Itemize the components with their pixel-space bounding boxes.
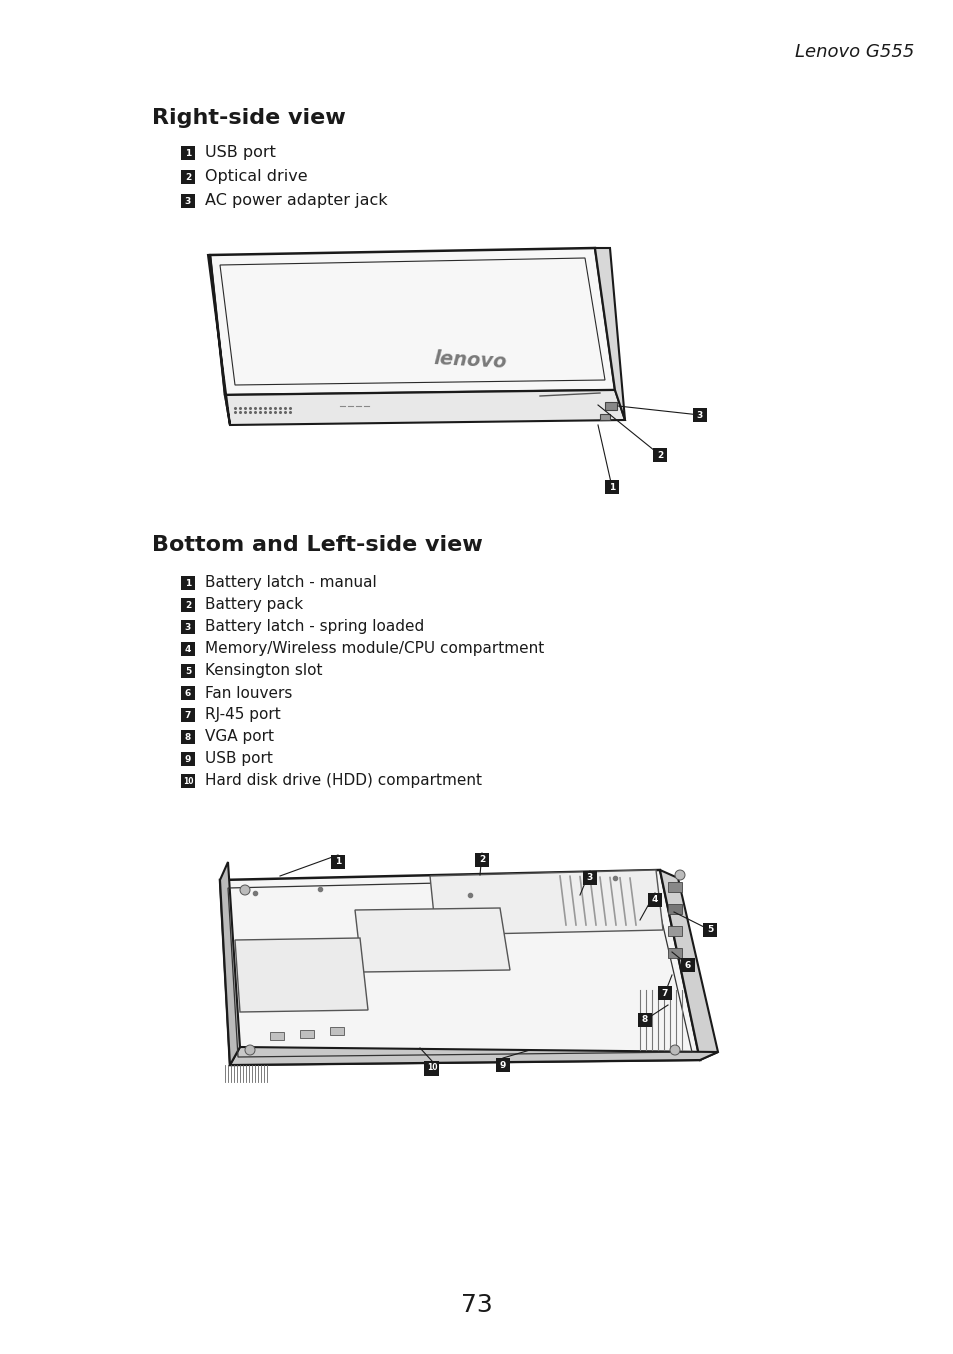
Text: 1: 1 [185, 149, 191, 157]
FancyBboxPatch shape [181, 730, 194, 743]
Text: 1: 1 [335, 857, 341, 867]
Text: 1: 1 [185, 578, 191, 588]
Polygon shape [220, 871, 700, 1066]
Polygon shape [230, 1047, 718, 1066]
Text: 4: 4 [185, 645, 191, 654]
Text: AC power adapter jack: AC power adapter jack [205, 194, 387, 209]
Text: 3: 3 [696, 410, 702, 420]
Text: 7: 7 [185, 711, 191, 719]
FancyBboxPatch shape [181, 598, 194, 612]
Circle shape [669, 1045, 679, 1055]
Text: Kensington slot: Kensington slot [205, 663, 322, 678]
FancyBboxPatch shape [475, 853, 489, 867]
Polygon shape [659, 871, 718, 1060]
Text: 4: 4 [651, 895, 658, 904]
FancyBboxPatch shape [692, 408, 706, 422]
Polygon shape [210, 248, 615, 395]
FancyBboxPatch shape [667, 881, 681, 892]
FancyBboxPatch shape [181, 171, 194, 184]
Text: 3: 3 [185, 196, 191, 206]
Text: Lenovo G555: Lenovo G555 [794, 43, 913, 61]
Polygon shape [234, 938, 368, 1011]
Polygon shape [355, 909, 510, 972]
Polygon shape [220, 862, 240, 1066]
FancyBboxPatch shape [496, 1057, 510, 1072]
Text: 3: 3 [586, 873, 593, 883]
FancyBboxPatch shape [599, 414, 609, 420]
FancyBboxPatch shape [652, 448, 666, 462]
Text: 2: 2 [185, 172, 191, 181]
FancyBboxPatch shape [181, 686, 194, 700]
Text: 7: 7 [661, 988, 667, 998]
FancyBboxPatch shape [604, 481, 618, 494]
Polygon shape [225, 390, 624, 425]
Text: 5: 5 [706, 926, 713, 934]
FancyBboxPatch shape [181, 708, 194, 722]
Text: Battery pack: Battery pack [205, 597, 303, 612]
Circle shape [245, 1045, 254, 1055]
FancyBboxPatch shape [658, 986, 671, 1001]
FancyBboxPatch shape [638, 1013, 651, 1026]
FancyBboxPatch shape [667, 926, 681, 936]
Text: Memory/Wireless module/CPU compartment: Memory/Wireless module/CPU compartment [205, 642, 543, 657]
Text: 5: 5 [185, 666, 191, 676]
Text: Bottom and Left-side view: Bottom and Left-side view [152, 535, 482, 555]
Text: 8: 8 [641, 1016, 647, 1025]
Text: VGA port: VGA port [205, 730, 274, 745]
FancyBboxPatch shape [181, 620, 194, 634]
FancyBboxPatch shape [582, 871, 597, 886]
FancyBboxPatch shape [330, 1026, 344, 1034]
Text: 6: 6 [185, 688, 191, 697]
Text: 9: 9 [499, 1060, 506, 1070]
FancyBboxPatch shape [181, 146, 194, 160]
FancyBboxPatch shape [667, 904, 681, 914]
FancyBboxPatch shape [331, 854, 345, 869]
Text: 2: 2 [478, 856, 485, 864]
Text: 2: 2 [657, 451, 662, 459]
FancyBboxPatch shape [270, 1032, 284, 1040]
FancyBboxPatch shape [181, 194, 194, 209]
Text: 8: 8 [185, 733, 191, 742]
Text: 73: 73 [460, 1293, 493, 1317]
Text: Battery latch - spring loaded: Battery latch - spring loaded [205, 620, 424, 635]
Text: 1: 1 [608, 482, 615, 492]
FancyBboxPatch shape [181, 663, 194, 678]
Circle shape [675, 871, 684, 880]
FancyBboxPatch shape [604, 402, 617, 410]
Text: lenovo: lenovo [433, 348, 507, 371]
Text: Hard disk drive (HDD) compartment: Hard disk drive (HDD) compartment [205, 773, 481, 788]
Text: Fan louvers: Fan louvers [205, 685, 292, 700]
Text: 9: 9 [185, 754, 191, 764]
Text: Right-side view: Right-side view [152, 108, 345, 129]
Polygon shape [208, 255, 230, 425]
Text: Optical drive: Optical drive [205, 169, 307, 184]
Text: 10: 10 [183, 776, 193, 785]
FancyBboxPatch shape [181, 751, 194, 766]
Text: 3: 3 [185, 623, 191, 631]
FancyBboxPatch shape [299, 1030, 314, 1039]
Circle shape [240, 886, 250, 895]
Text: 10: 10 [426, 1063, 436, 1072]
FancyBboxPatch shape [424, 1060, 439, 1075]
FancyBboxPatch shape [181, 575, 194, 590]
Text: USB port: USB port [205, 751, 273, 766]
FancyBboxPatch shape [181, 774, 194, 788]
FancyBboxPatch shape [667, 948, 681, 959]
Text: 2: 2 [185, 601, 191, 609]
FancyBboxPatch shape [680, 959, 695, 972]
Polygon shape [595, 248, 624, 420]
Text: 6: 6 [684, 960, 690, 969]
Polygon shape [430, 871, 662, 936]
FancyBboxPatch shape [702, 923, 717, 937]
Text: USB port: USB port [205, 145, 275, 161]
Text: RJ-45 port: RJ-45 port [205, 708, 280, 723]
FancyBboxPatch shape [181, 642, 194, 655]
Text: Battery latch - manual: Battery latch - manual [205, 575, 376, 590]
FancyBboxPatch shape [647, 894, 661, 907]
